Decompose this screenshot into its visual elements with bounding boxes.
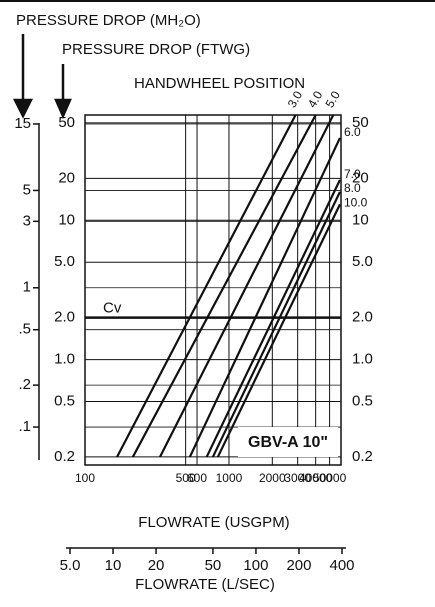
cv-label: Cv bbox=[103, 300, 122, 317]
series-line bbox=[188, 137, 341, 458]
x-tick-label: 500 bbox=[176, 471, 196, 485]
arrow-head bbox=[54, 98, 72, 120]
annotation: GBV-A 10" bbox=[248, 434, 328, 451]
y-tick-label-right: 10 bbox=[352, 211, 369, 228]
x2-tick-label: 10 bbox=[105, 557, 122, 574]
y2-axis-title: PRESSURE DROP (MH₂O) bbox=[16, 12, 201, 29]
y-tick-label-right: 0.5 bbox=[352, 392, 373, 409]
arrows bbox=[12, 34, 72, 120]
x-tick-label: 3000 bbox=[284, 471, 311, 485]
x-tick-label: 100 bbox=[75, 471, 95, 485]
x-tick-label: 40000 bbox=[299, 471, 333, 485]
y2-tick-label: 3 bbox=[23, 212, 31, 229]
x-axis-title: FLOWRATE (USGPM) bbox=[138, 514, 289, 531]
y-tick-label-right: 5.0 bbox=[352, 253, 373, 270]
x2-tick-label: 5.0 bbox=[60, 557, 81, 574]
series-label: 6.0 bbox=[344, 125, 361, 139]
series-label: 10.0 bbox=[344, 196, 368, 210]
y-tick-label: 50 bbox=[58, 114, 75, 131]
x-tick-label: 1000 bbox=[216, 471, 243, 485]
x2-axis-title: FLOWRATE (L/SEC) bbox=[135, 576, 275, 593]
y2-tick-label: 5 bbox=[23, 181, 31, 198]
y-tick-label-right: 20 bbox=[352, 169, 369, 186]
series-label: 5.0 bbox=[322, 88, 343, 110]
x2-tick-label: 200 bbox=[286, 557, 311, 574]
series-line bbox=[216, 203, 341, 458]
annotation-box bbox=[238, 427, 338, 457]
series-label: 8.0 bbox=[344, 181, 361, 195]
y-tick-label: 10 bbox=[58, 211, 75, 228]
y2-tick-label: 15 bbox=[14, 115, 31, 132]
y-tick-label-right: 50 bbox=[352, 114, 369, 131]
y2-tick-label: 1 bbox=[23, 279, 31, 296]
series-line bbox=[211, 191, 341, 458]
y-tick-label-right: 1.0 bbox=[352, 351, 373, 368]
y-tick-label-right: 0.2 bbox=[352, 448, 373, 465]
y-tick-label: 20 bbox=[58, 169, 75, 186]
y-tick-label: 2.0 bbox=[54, 309, 75, 326]
x-tick-label: 600 bbox=[187, 471, 207, 485]
y-axis-title: PRESSURE DROP (FTWG) bbox=[62, 41, 250, 58]
y-tick-label: 0.2 bbox=[54, 448, 75, 465]
plot-frame bbox=[84, 114, 342, 466]
series-label: 4.0 bbox=[305, 88, 326, 110]
series-line bbox=[131, 114, 317, 458]
x2-tick-label: 50 bbox=[205, 557, 222, 574]
series-label: 7.0 bbox=[344, 167, 361, 181]
x2-tick-label: 100 bbox=[243, 557, 268, 574]
x-tick-label: 2000 bbox=[259, 471, 286, 485]
y2-tick-label: .5 bbox=[18, 321, 31, 338]
x2-tick-label: 20 bbox=[148, 557, 165, 574]
y-tick-label: 5.0 bbox=[54, 253, 75, 270]
x2-tick-label: 400 bbox=[329, 557, 354, 574]
series-line bbox=[159, 114, 335, 458]
x-tick-label: 50000 bbox=[313, 471, 347, 485]
arrow-head bbox=[12, 98, 34, 119]
series-line bbox=[205, 179, 341, 458]
legend-title: HANDWHEEL POSITION bbox=[134, 75, 305, 92]
y2-tick-label: .1 bbox=[18, 418, 31, 435]
y-tick-label-right: 2.0 bbox=[352, 309, 373, 326]
y-tick-label: 0.5 bbox=[54, 392, 75, 409]
series-line bbox=[116, 114, 297, 458]
y-tick-label: 1.0 bbox=[54, 351, 75, 368]
y2-tick-label: .2 bbox=[18, 376, 31, 393]
